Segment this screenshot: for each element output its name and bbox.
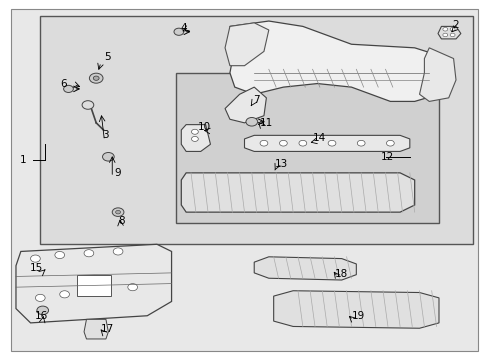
Text: 2: 2: [452, 19, 458, 30]
Text: 15: 15: [30, 263, 43, 273]
Circle shape: [327, 140, 335, 146]
Text: 10: 10: [198, 122, 211, 132]
Text: 5: 5: [104, 52, 110, 62]
Text: 17: 17: [101, 324, 114, 334]
Polygon shape: [181, 173, 414, 212]
Text: 3: 3: [102, 130, 109, 140]
Circle shape: [55, 251, 64, 258]
Text: 14: 14: [313, 133, 326, 143]
Circle shape: [245, 117, 257, 126]
Circle shape: [174, 28, 183, 35]
Polygon shape: [229, 21, 453, 102]
Polygon shape: [419, 48, 455, 102]
Circle shape: [102, 153, 114, 161]
Text: 19: 19: [351, 311, 365, 321]
Circle shape: [82, 101, 94, 109]
Circle shape: [191, 136, 198, 141]
Circle shape: [442, 27, 447, 31]
Polygon shape: [254, 257, 356, 280]
Text: 8: 8: [118, 216, 124, 226]
Circle shape: [30, 255, 40, 262]
FancyBboxPatch shape: [40, 16, 472, 244]
Circle shape: [357, 140, 365, 146]
Polygon shape: [244, 135, 409, 152]
FancyBboxPatch shape: [176, 73, 438, 223]
Circle shape: [116, 210, 120, 214]
Polygon shape: [84, 319, 108, 339]
Circle shape: [449, 27, 454, 31]
Circle shape: [260, 140, 267, 146]
Polygon shape: [224, 87, 266, 123]
Text: 4: 4: [180, 23, 186, 33]
Circle shape: [113, 248, 122, 255]
Text: 13: 13: [274, 159, 287, 169]
Circle shape: [386, 140, 393, 146]
Polygon shape: [224, 23, 268, 66]
Circle shape: [84, 249, 94, 257]
FancyBboxPatch shape: [11, 9, 477, 351]
Circle shape: [37, 306, 48, 315]
Circle shape: [35, 294, 45, 301]
Polygon shape: [16, 244, 171, 323]
Circle shape: [94, 287, 103, 294]
Circle shape: [442, 33, 447, 37]
Circle shape: [112, 208, 123, 216]
Text: 9: 9: [115, 168, 121, 178]
Polygon shape: [181, 125, 210, 152]
Text: 16: 16: [35, 311, 48, 321]
Circle shape: [63, 85, 73, 93]
Circle shape: [449, 33, 454, 37]
Text: 12: 12: [380, 152, 393, 162]
Circle shape: [191, 129, 198, 134]
Text: 18: 18: [334, 269, 347, 279]
Text: 6: 6: [60, 79, 66, 89]
Polygon shape: [437, 26, 460, 39]
Polygon shape: [273, 291, 438, 328]
Text: 7: 7: [253, 95, 260, 105]
Circle shape: [279, 140, 287, 146]
Circle shape: [89, 73, 103, 83]
Text: 1: 1: [20, 156, 26, 165]
Circle shape: [298, 140, 306, 146]
Circle shape: [127, 284, 137, 291]
Circle shape: [60, 291, 69, 298]
Circle shape: [93, 76, 99, 80]
Text: 11: 11: [259, 118, 272, 128]
FancyBboxPatch shape: [77, 275, 111, 296]
